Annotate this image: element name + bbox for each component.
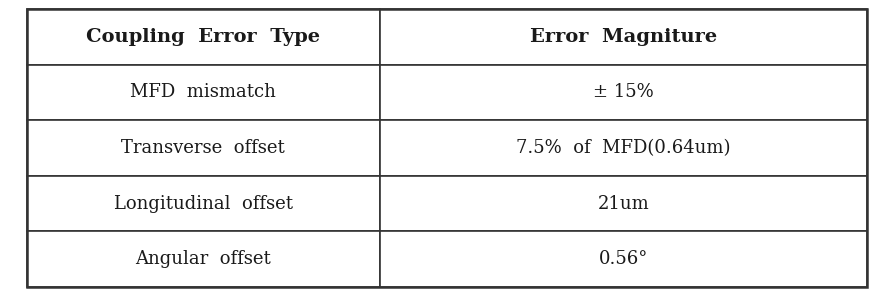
Text: Coupling  Error  Type: Coupling Error Type bbox=[87, 28, 320, 46]
Text: MFD  mismatch: MFD mismatch bbox=[131, 83, 276, 101]
Bar bbox=[27, 9, 380, 65]
Text: Angular  offset: Angular offset bbox=[135, 250, 271, 268]
Bar bbox=[380, 65, 867, 120]
Bar bbox=[27, 231, 380, 287]
Bar bbox=[27, 176, 380, 231]
Text: Transverse  offset: Transverse offset bbox=[122, 139, 285, 157]
Bar bbox=[27, 65, 380, 120]
Text: 21um: 21um bbox=[597, 195, 649, 213]
Text: ± 15%: ± 15% bbox=[593, 83, 654, 101]
Bar bbox=[380, 176, 867, 231]
Bar bbox=[27, 120, 380, 176]
Text: Error  Magniture: Error Magniture bbox=[530, 28, 717, 46]
Bar bbox=[380, 120, 867, 176]
Text: 7.5%  of  MFD(0.64um): 7.5% of MFD(0.64um) bbox=[516, 139, 730, 157]
Bar bbox=[380, 9, 867, 65]
Text: 0.56°: 0.56° bbox=[599, 250, 648, 268]
Text: Longitudinal  offset: Longitudinal offset bbox=[114, 195, 293, 213]
Bar bbox=[380, 231, 867, 287]
